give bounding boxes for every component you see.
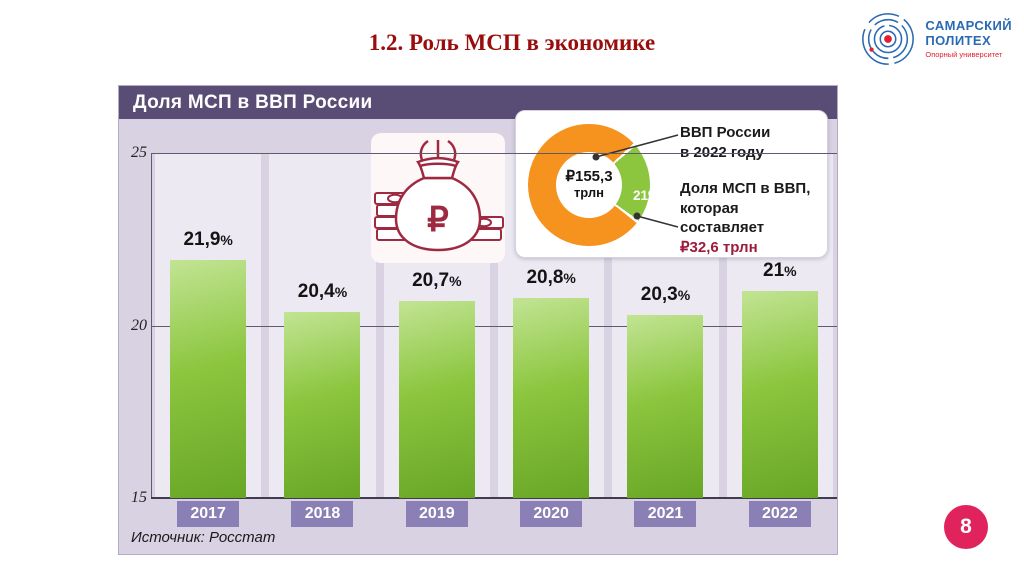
year-label-2021: 2021 bbox=[634, 501, 697, 527]
bar-value-label: 21% bbox=[763, 260, 797, 281]
legend-gdp: ВВП России в 2022 году bbox=[680, 123, 826, 162]
chart-column-2021: 20,3% 2021 bbox=[608, 153, 722, 527]
x-axis-line bbox=[151, 497, 837, 499]
y-axis-tick-20: 20 bbox=[131, 317, 147, 334]
logo-subtitle: Опорный университет bbox=[925, 50, 1003, 60]
donut-center: ₽155,3 трлн bbox=[556, 152, 622, 218]
university-logo: САМАРСКИЙ ПОЛИТЕХ Опорный университет bbox=[859, 10, 1012, 68]
moneybag-illustration: ₽ bbox=[371, 133, 505, 263]
bar-2019 bbox=[398, 301, 475, 498]
donut-slice-label: 21% bbox=[633, 188, 661, 203]
bar-2018 bbox=[284, 311, 361, 498]
bar-2020 bbox=[513, 297, 590, 498]
donut-chart: ₽155,3 трлн 21% bbox=[528, 124, 660, 246]
source-caption: Источник: Росстат bbox=[131, 529, 276, 546]
year-label-2020: 2020 bbox=[520, 501, 583, 527]
donut-legend: ВВП России в 2022 году Доля МСП в ВВП, к… bbox=[680, 123, 826, 257]
gridline-20 bbox=[151, 325, 837, 327]
legend-msp-line2: которая составляет bbox=[680, 199, 765, 237]
year-label-2018: 2018 bbox=[291, 501, 354, 527]
legend-msp-value: ₽32,6 трлн bbox=[680, 238, 758, 256]
moneybag-icon: ₽ bbox=[374, 139, 504, 252]
logo-center-dot bbox=[884, 35, 893, 43]
gdp-total-unit: трлн bbox=[573, 185, 605, 200]
bar-value-label: 20,3% bbox=[640, 284, 691, 306]
bar-value-label: 20,7% bbox=[412, 270, 462, 292]
university-logo-icon bbox=[862, 13, 915, 65]
bar-value-label: 20,8% bbox=[526, 266, 576, 288]
legend-gdp-line2: в 2022 году bbox=[680, 143, 764, 161]
bar-value-label: 20,4% bbox=[297, 280, 348, 302]
bar-2021 bbox=[627, 315, 704, 498]
page-number-badge: 8 bbox=[944, 505, 988, 549]
gridline-25 bbox=[151, 153, 837, 154]
gdp-total-value: ₽155,3 bbox=[565, 168, 613, 185]
chart-column-2017: 21,9% 2017 bbox=[151, 153, 265, 527]
year-label-2022: 2022 bbox=[748, 501, 811, 527]
y-axis-line bbox=[151, 153, 152, 498]
chart-column-2018: 20,4% 2018 bbox=[265, 153, 379, 527]
year-label-2017: 2017 bbox=[177, 501, 240, 527]
slide-title: 1.2. Роль МСП в экономике bbox=[368, 30, 656, 55]
logo-name-line1: САМАРСКИЙ bbox=[925, 17, 1012, 33]
y-axis-tick-15: 15 bbox=[131, 489, 147, 506]
gdp-infographic-card: ₽155,3 трлн 21% ВВП России в 2022 году Д… bbox=[515, 110, 828, 258]
logo-text: САМАРСКИЙ ПОЛИТЕХ Опорный университет bbox=[925, 17, 1012, 60]
logo-name: САМАРСКИЙ ПОЛИТЕХ bbox=[925, 17, 1012, 49]
bar-2022 bbox=[741, 291, 818, 498]
legend-msp-line1: Доля МСП в ВВП, bbox=[680, 180, 811, 197]
bar-value-label: 21,9% bbox=[183, 228, 233, 250]
logo-accent-dot bbox=[869, 47, 875, 52]
legend-msp: Доля МСП в ВВП, которая составляет ₽32,6… bbox=[680, 179, 826, 257]
logo-name-line2: ПОЛИТЕХ bbox=[925, 32, 992, 48]
chart-title: Доля МСП в ВВП России bbox=[119, 86, 837, 119]
y-axis-tick-25: 25 bbox=[131, 144, 147, 161]
bar-chart-plot: 21,9% 2017 20,4% 2018 20,7% 2019 20,8% 2020 20,3… bbox=[151, 153, 837, 527]
legend-gdp-line1: ВВП России bbox=[680, 124, 771, 141]
year-label-2019: 2019 bbox=[405, 501, 468, 527]
ruble-symbol: ₽ bbox=[427, 201, 449, 239]
bar-2017 bbox=[170, 259, 247, 498]
